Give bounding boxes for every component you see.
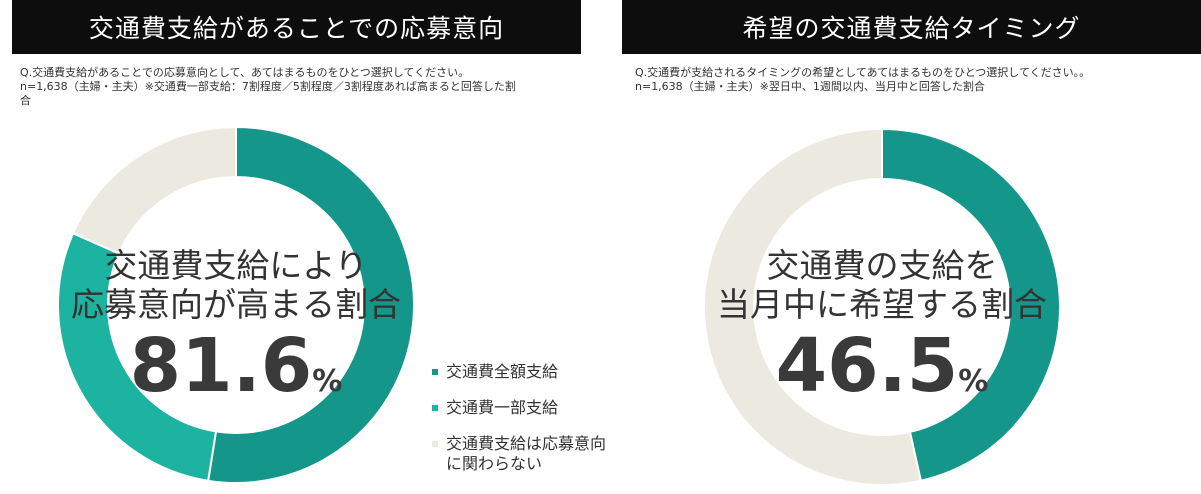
right-big-unit: % <box>958 364 989 399</box>
right-question-note: Q.交通費が支給されるタイミングの希望としてあてはまるものをひとつ選択してくださ… <box>635 66 1091 79</box>
legend-item-partial: 交通費一部支給 <box>432 398 617 418</box>
left-sample-note: n=1,638（主婦・主夫）※交通費一部支給：7割程度／5割程度／3割程度あれば… <box>20 80 516 93</box>
left-big-number: 81.6 <box>129 323 313 409</box>
left-center-label-line2: 応募意向が高まる割合 <box>71 285 401 324</box>
legend-label-no-effect: 交通費支給は応募意向に関わらない <box>446 434 607 473</box>
left-legend: 交通費全額支給 交通費一部支給 交通費支給は応募意向に関わらない <box>432 362 617 490</box>
right-donut-slice-0 <box>881 129 1060 482</box>
legend-swatch-no-effect <box>432 441 438 447</box>
left-donut-slice-1 <box>58 231 218 482</box>
legend-label-full: 交通費全額支給 <box>446 362 559 381</box>
left-center-label-line1: 交通費支給により <box>104 246 368 285</box>
legend-swatch-full <box>432 369 438 375</box>
right-donut-slice-1 <box>704 129 923 485</box>
right-donut-chart <box>704 129 1060 485</box>
right-panel: 希望の交通費支給タイミング Q.交通費が支給されるタイミングの希望としてあてはま… <box>622 0 1201 494</box>
left-donut-chart <box>58 127 414 483</box>
right-title: 希望の交通費支給タイミング <box>622 0 1201 54</box>
right-big-value: 46.5% <box>702 326 1062 422</box>
right-center-label-line1: 交通費の支給を <box>766 246 998 285</box>
left-donut-slice-0 <box>207 127 414 483</box>
legend-swatch-partial <box>432 405 438 411</box>
right-center-label-line2: 当月中に希望する割合 <box>717 285 1047 324</box>
right-sample-note: n=1,638（主婦・主夫）※翌日中、1週間以内、当月中と回答した割合 <box>635 80 985 93</box>
left-big-unit: % <box>312 364 343 399</box>
left-question-note: Q.交通費支給があることでの応募意向として、あてはまるものをひとつ選択してくださ… <box>20 66 470 79</box>
legend-item-no-effect: 交通費支給は応募意向に関わらない <box>432 434 617 474</box>
left-panel: 交通費支給があることでの応募意向 Q.交通費支給があることでの応募意向として、あ… <box>12 0 581 107</box>
legend-label-partial: 交通費一部支給 <box>446 398 559 417</box>
legend-item-full: 交通費全額支給 <box>432 362 617 382</box>
left-big-value: 81.6% <box>56 326 416 422</box>
left-donut-slice-2 <box>71 127 237 255</box>
right-big-number: 46.5 <box>775 323 959 409</box>
left-sample-note-continued: 合 <box>20 94 31 107</box>
left-title: 交通費支給があることでの応募意向 <box>12 0 581 54</box>
